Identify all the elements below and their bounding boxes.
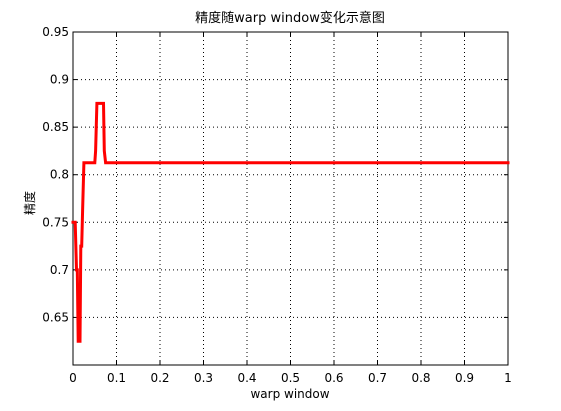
data-point-0-28 <box>376 162 379 164</box>
data-point-0-23 <box>159 162 161 164</box>
y-tick-label-1: 0.7 <box>50 263 69 277</box>
data-point-0-21 <box>107 162 109 164</box>
plot-frame <box>72 31 509 366</box>
data-point-0-3 <box>76 269 79 271</box>
data-point-0-22 <box>115 162 118 164</box>
x-tick-label-8: 0.8 <box>411 371 430 385</box>
data-point-0-24 <box>202 162 205 164</box>
y-axis-label: 精度 <box>22 191 37 215</box>
data-point-0-10 <box>83 162 85 164</box>
data-point-0-29 <box>420 162 422 164</box>
data-point-0-27 <box>333 162 335 164</box>
x-tick-label-6: 0.6 <box>324 371 343 385</box>
data-point-0-6 <box>79 340 81 343</box>
y-tick-label-2: 0.75 <box>42 215 69 229</box>
data-point-0-18 <box>102 102 105 105</box>
data-point-0-19 <box>103 150 106 152</box>
series-layer <box>71 101 510 343</box>
x-tick-label-0: 0 <box>69 371 77 385</box>
x-axis-label: warp window <box>250 387 329 401</box>
data-point-0-26 <box>289 162 292 164</box>
y-tick-label-6: 0.95 <box>42 25 69 39</box>
data-point-0-30 <box>463 162 466 164</box>
data-point-0-0 <box>72 221 74 224</box>
x-tick-label-9: 0.9 <box>455 371 474 385</box>
data-point-0-14 <box>94 150 97 152</box>
data-point-0-12 <box>89 162 92 164</box>
y-tick-label-5: 0.9 <box>50 73 69 87</box>
x-tick-label-3: 0.3 <box>194 371 213 385</box>
x-tick-label-10: 1 <box>504 371 512 385</box>
x-tick-label-2: 0.2 <box>150 371 169 385</box>
data-point-0-31 <box>507 162 509 164</box>
x-tick-label-5: 0.5 <box>281 371 300 385</box>
data-point-0-8 <box>80 245 83 247</box>
series-line-0 <box>71 101 510 343</box>
data-point-0-11 <box>85 162 87 164</box>
x-tick-label-4: 0.4 <box>237 371 256 385</box>
data-point-0-16 <box>98 102 100 105</box>
chart-title: 精度随warp window变化示意图 <box>195 10 385 26</box>
grid <box>73 32 508 365</box>
axis-ticks: 0 0.1 0.2 0.3 0.4 0.5 0.6 0.7 0.8 0.9 1 0.65 0.7 0.75… <box>42 25 512 385</box>
data-point-0-13 <box>93 162 96 164</box>
x-tick-label-1: 0.1 <box>107 371 126 385</box>
data-point-0-9 <box>81 209 84 212</box>
y-tick-label-0: 0.65 <box>42 310 69 324</box>
data-point-0-17 <box>100 102 103 105</box>
y-tick-label-4: 0.85 <box>42 120 69 134</box>
y-tick-label-3: 0.8 <box>50 168 69 182</box>
data-point-0-20 <box>104 162 107 164</box>
data-point-0-25 <box>246 162 248 164</box>
x-tick-label-7: 0.7 <box>368 371 387 385</box>
data-point-0-1 <box>74 221 76 224</box>
data-point-0-15 <box>96 102 98 105</box>
